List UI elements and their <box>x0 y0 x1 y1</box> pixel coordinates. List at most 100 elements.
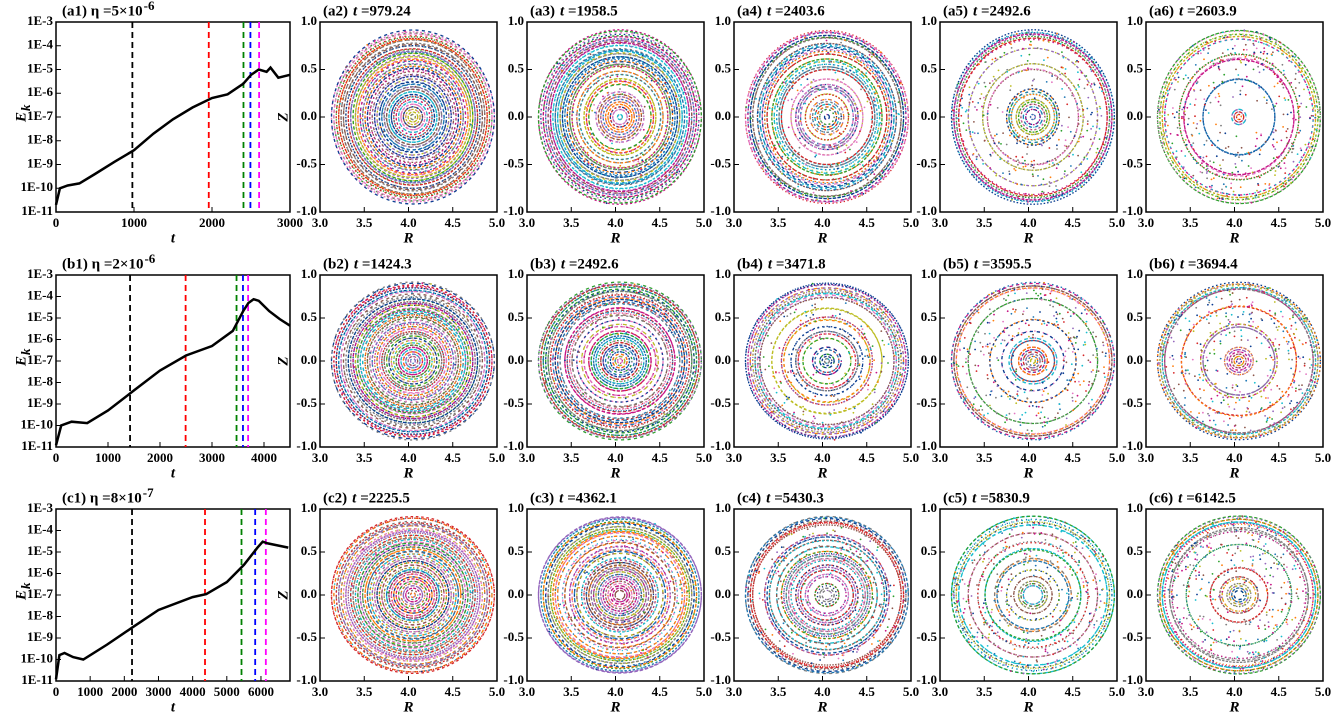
chaotic-point <box>1077 154 1079 157</box>
chaotic-point <box>373 165 375 168</box>
chaotic-point <box>471 591 473 594</box>
chaotic-point <box>1240 339 1243 341</box>
chaotic-point <box>868 298 871 300</box>
chaotic-point <box>885 104 888 107</box>
chaotic-point <box>849 548 852 551</box>
chaotic-point <box>840 177 842 180</box>
chaotic-point <box>1239 668 1242 670</box>
chaotic-point <box>1246 305 1249 308</box>
chaotic-point <box>878 306 881 308</box>
chaotic-point <box>1225 192 1228 195</box>
chaotic-point <box>1286 623 1289 626</box>
y-tick-label: 1.0 <box>1127 13 1143 28</box>
chaotic-point <box>574 349 577 351</box>
y-tick-label: 1E-6 <box>27 564 54 579</box>
field-line <box>330 281 495 441</box>
chaotic-point <box>558 318 561 320</box>
chaotic-point <box>1041 288 1044 291</box>
chaotic-point <box>790 81 792 83</box>
chaotic-point <box>487 573 489 576</box>
chaotic-point <box>1282 182 1285 185</box>
chaotic-point <box>1167 577 1170 580</box>
chaotic-point <box>1288 59 1290 62</box>
chaotic-point <box>642 112 645 115</box>
chaotic-point <box>610 314 612 316</box>
chaotic-point <box>1297 61 1300 64</box>
time-value: 5430.3 <box>783 490 824 506</box>
chaotic-point <box>1258 71 1261 74</box>
field-line <box>568 63 671 171</box>
chaotic-point <box>1093 549 1095 552</box>
chaotic-point <box>962 597 965 600</box>
chaotic-point <box>1088 380 1091 383</box>
field-line <box>549 528 691 662</box>
chaotic-point <box>841 557 844 560</box>
chaotic-point <box>1310 614 1313 617</box>
chaotic-point <box>1228 405 1231 408</box>
chaotic-point <box>786 398 788 401</box>
chaotic-point <box>841 328 844 331</box>
chaotic-point <box>1205 165 1208 168</box>
chaotic-point <box>1226 373 1229 375</box>
chaotic-point <box>768 312 771 315</box>
chaotic-point <box>1016 142 1018 145</box>
chaotic-point <box>595 389 597 391</box>
chaotic-point <box>900 329 903 331</box>
chaotic-point <box>1253 51 1256 54</box>
chaotic-point <box>1100 115 1103 117</box>
chaotic-point <box>556 140 559 143</box>
field-line <box>1022 351 1044 371</box>
field-line <box>958 524 1108 666</box>
chaotic-point <box>1181 115 1183 118</box>
chaotic-point <box>964 397 967 399</box>
chaotic-point <box>1089 406 1092 408</box>
field-line <box>1223 346 1254 376</box>
chaotic-point <box>818 545 821 547</box>
field-line <box>345 45 481 189</box>
chaotic-point <box>1226 393 1229 396</box>
chaotic-point <box>953 362 956 364</box>
chaotic-point <box>1026 60 1029 62</box>
chaotic-point <box>970 627 973 629</box>
chaotic-point <box>679 587 682 590</box>
chaotic-point <box>1105 352 1107 355</box>
chaotic-point <box>1310 395 1313 397</box>
chaotic-point <box>1093 64 1096 66</box>
chaotic-point <box>673 110 676 112</box>
chaotic-point <box>1010 573 1013 576</box>
chaotic-point <box>1085 390 1087 392</box>
chaotic-point <box>762 164 764 167</box>
chaotic-point <box>1203 143 1206 146</box>
chaotic-point <box>1175 631 1178 634</box>
chaotic-point <box>875 421 877 424</box>
chaotic-point <box>1173 321 1176 324</box>
chaotic-point <box>827 198 829 201</box>
chaotic-point <box>983 621 985 624</box>
chaotic-point <box>1224 329 1226 331</box>
field-line <box>405 108 421 126</box>
chaotic-point <box>797 351 800 354</box>
chaotic-point <box>1247 60 1250 63</box>
chaotic-point <box>1059 408 1061 411</box>
chaotic-point <box>1292 551 1295 553</box>
chaotic-point <box>355 569 358 572</box>
chaotic-point <box>772 127 775 130</box>
field-line <box>783 552 871 638</box>
chaotic-point <box>1235 401 1237 404</box>
chaotic-point <box>423 299 425 302</box>
chaotic-point <box>1067 126 1069 128</box>
chaotic-point <box>1198 627 1201 629</box>
chaotic-point <box>960 393 963 396</box>
chaotic-point <box>995 174 998 177</box>
field-line <box>747 519 907 671</box>
chaotic-point <box>831 314 834 317</box>
chaotic-point <box>1033 97 1036 100</box>
chaotic-point <box>1318 116 1320 119</box>
field-line <box>821 589 833 601</box>
chaotic-point <box>1063 173 1066 175</box>
field-line <box>409 358 416 364</box>
chaotic-point <box>778 347 781 349</box>
chaotic-point <box>662 623 665 626</box>
chaotic-point <box>350 85 353 88</box>
chaotic-point <box>972 612 974 615</box>
